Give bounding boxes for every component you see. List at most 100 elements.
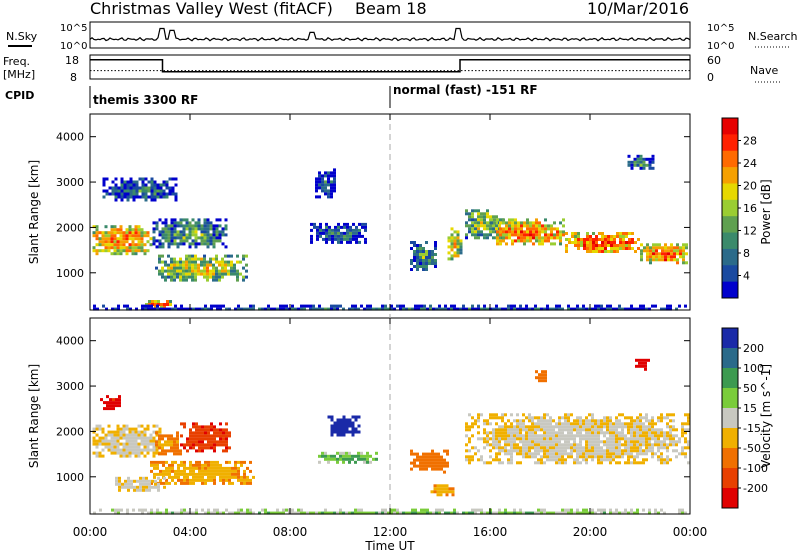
heat-cell xyxy=(559,239,562,243)
heat-cell xyxy=(642,452,645,456)
heat-cell xyxy=(577,244,580,247)
heat-cell xyxy=(549,440,552,444)
heat-cell xyxy=(364,228,367,232)
heat-cell xyxy=(619,244,622,247)
heat-cell xyxy=(176,431,179,435)
heat-cell xyxy=(327,192,330,196)
heat-cell xyxy=(425,250,428,253)
heat-cell xyxy=(150,183,154,187)
heat-cell xyxy=(576,461,579,465)
heat-cell xyxy=(225,307,228,311)
heat-cell xyxy=(541,224,544,228)
heat-cell xyxy=(483,304,486,308)
heat-cell xyxy=(139,482,142,486)
heat-cell xyxy=(511,221,514,225)
heat-cell xyxy=(351,421,355,425)
heat-cell xyxy=(561,307,564,311)
heat-cell xyxy=(673,249,676,253)
heat-cell xyxy=(546,440,549,444)
heat-cell xyxy=(156,186,160,190)
heat-cell xyxy=(612,434,615,438)
heat-cell xyxy=(198,475,201,479)
heat-cell xyxy=(159,192,163,196)
heat-cell xyxy=(345,457,348,461)
heat-cell xyxy=(684,446,687,450)
heat-cell xyxy=(516,419,519,423)
heat-cell xyxy=(171,466,174,470)
heat-cell xyxy=(191,278,194,282)
heat-cell xyxy=(574,244,577,247)
heat-cell xyxy=(630,160,634,164)
heat-cell xyxy=(624,434,627,438)
heat-cell xyxy=(526,218,529,222)
heat-cell xyxy=(203,218,207,222)
heat-cell xyxy=(355,231,358,235)
heat-cell xyxy=(122,442,126,446)
heat-cell xyxy=(282,511,285,515)
heat-cell xyxy=(228,460,231,464)
heat-cell xyxy=(322,237,325,241)
heat-cell xyxy=(340,237,343,241)
heat-cell xyxy=(95,427,99,431)
heat-cell xyxy=(567,307,570,311)
heat-cell xyxy=(249,511,252,515)
heat-cell xyxy=(660,452,663,456)
heat-cell xyxy=(165,472,168,476)
heat-cell xyxy=(325,231,328,235)
heat-cell xyxy=(340,234,343,238)
heat-cell xyxy=(198,478,201,482)
heat-cell xyxy=(165,183,169,187)
heat-cell xyxy=(639,443,642,447)
heat-cell xyxy=(355,228,358,232)
heat-cell xyxy=(179,242,183,246)
heat-cell xyxy=(117,511,120,515)
heat-cell xyxy=(185,224,189,228)
heat-cell xyxy=(364,225,367,229)
heat-cell xyxy=(339,418,343,422)
heat-cell xyxy=(456,245,460,249)
heat-cell xyxy=(519,428,522,432)
heat-cell xyxy=(639,452,642,456)
heat-cell xyxy=(128,442,132,446)
heat-cell xyxy=(663,461,666,465)
heat-cell xyxy=(538,230,541,234)
heat-cell xyxy=(501,416,504,420)
heat-cell xyxy=(555,440,558,444)
heat-cell xyxy=(636,416,639,420)
heat-cell xyxy=(228,466,231,470)
heat-cell xyxy=(579,307,582,311)
heat-cell xyxy=(679,255,682,259)
heat-cell xyxy=(522,443,525,447)
heat-cell xyxy=(552,511,555,515)
heat-cell xyxy=(186,472,189,476)
heat-cell xyxy=(637,247,640,250)
heat-cell xyxy=(576,425,579,429)
heat-cell xyxy=(210,460,213,464)
heat-cell xyxy=(431,464,434,468)
heat-cell xyxy=(422,253,425,256)
heat-cell xyxy=(446,449,449,453)
heat-cell xyxy=(579,434,582,438)
heat-cell xyxy=(360,508,363,512)
heat-cell xyxy=(318,304,321,308)
heat-cell xyxy=(528,452,531,456)
heat-cell xyxy=(477,230,480,234)
heat-cell xyxy=(528,307,531,311)
heat-cell xyxy=(345,418,349,422)
heat-cell xyxy=(123,180,127,184)
heat-cell xyxy=(544,227,547,231)
heat-cell xyxy=(621,431,624,435)
noise-left-label: N.Sky xyxy=(6,30,38,43)
heat-cell xyxy=(627,452,630,456)
heat-cell xyxy=(177,307,180,311)
heat-cell xyxy=(381,304,384,308)
heat-cell xyxy=(630,428,633,432)
heat-cell xyxy=(179,269,182,273)
heat-cell xyxy=(161,245,165,249)
heat-cell xyxy=(422,467,425,471)
heat-cell xyxy=(492,437,495,441)
heat-cell xyxy=(621,428,624,432)
heat-cell xyxy=(636,307,639,311)
heat-cell xyxy=(609,307,612,311)
heat-cell xyxy=(128,249,132,253)
